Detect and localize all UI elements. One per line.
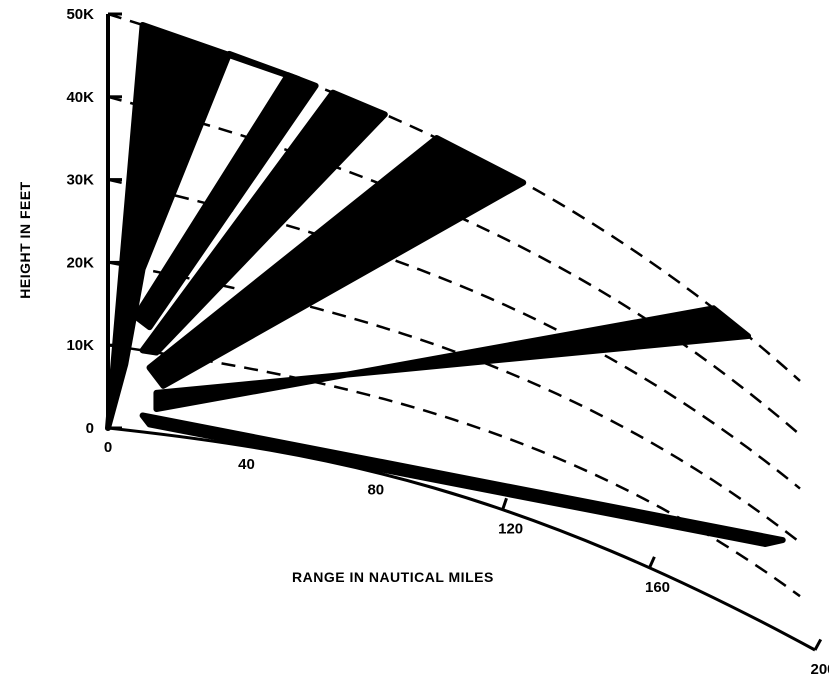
range-tick-label: 0 [104,439,112,456]
y-tick-label: 30K [66,172,94,189]
height-line-20K [107,261,801,544]
y-tick-label: 20K [66,254,94,271]
range-axis-curve [107,426,816,652]
coverage-lobe-1 [105,21,302,431]
coverage-lobe-3 [139,89,388,356]
range-tick-mark [501,497,508,511]
coverage-lobes [105,21,786,547]
coverage-lobe-2 [132,72,319,331]
x-axis-title: RANGE IN NAUTICAL MILES [292,569,494,585]
range-tick-label: 200 [810,661,829,677]
range-tick-mark [648,556,656,569]
y-tick-label: 10K [66,337,94,354]
range-ticks: 0 40 80 120 160 200 [104,415,829,677]
coverage-lobe-4 [146,135,527,389]
y-tick-label: 40K [66,89,94,106]
y-ticks: 0 10K 20K 30K 40K 50K [66,6,122,437]
range-tick-label: 160 [645,579,670,596]
axes [106,14,816,652]
y-tick-label: 50K [66,6,94,23]
range-tick-mark [236,432,242,446]
coverage-lobe-5 [153,305,752,413]
y-axis-title: HEIGHT IN FEET [17,181,33,298]
range-tick-mark [366,458,373,471]
coverage-lobe-6 [139,412,786,547]
range-tick-mark [813,638,823,651]
range-tick-mark [106,415,111,429]
range-tick-label: 80 [367,481,384,498]
range-tick-label: 40 [238,456,255,473]
y-tick-label: 0 [86,420,94,437]
range-tick-label: 120 [498,521,523,538]
